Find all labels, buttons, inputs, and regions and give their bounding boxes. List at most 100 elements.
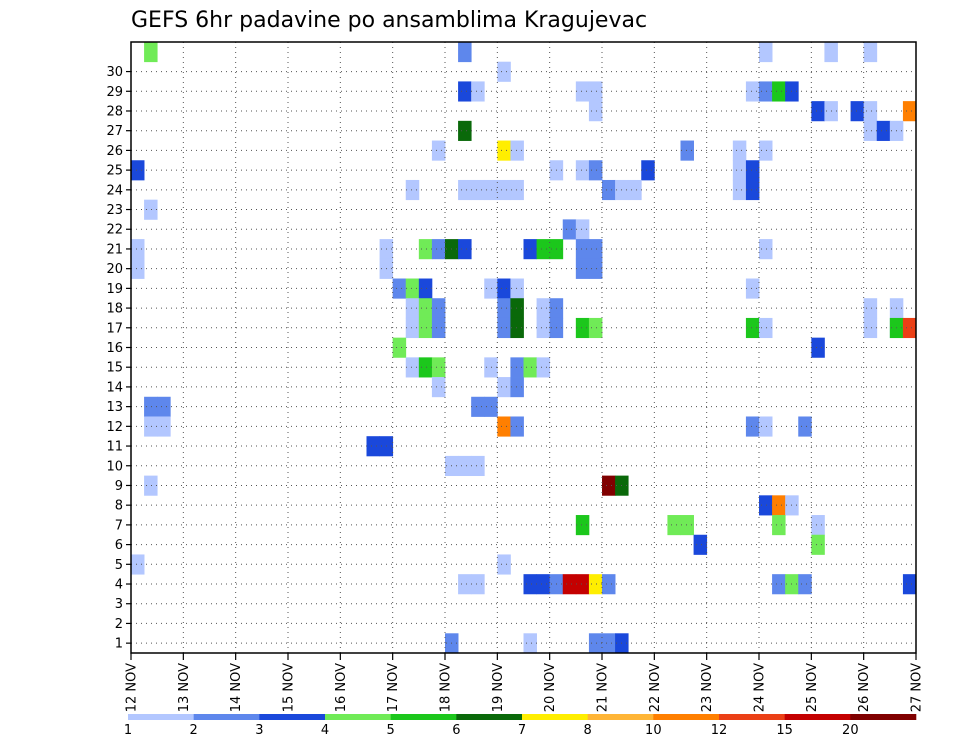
colorbar-swatch xyxy=(325,714,391,720)
precip-cell xyxy=(497,298,511,319)
colorbar-swatch xyxy=(259,714,326,720)
precip-cell xyxy=(471,179,485,201)
y-tick-label: 4 xyxy=(115,578,123,593)
x-tick-label: 25 NOV xyxy=(805,663,820,712)
y-tick-label: 18 xyxy=(106,302,123,317)
precip-cell xyxy=(602,179,616,201)
precip-cell xyxy=(902,101,917,122)
precip-cell xyxy=(641,160,655,181)
precip-cell xyxy=(497,140,511,161)
precip-cell xyxy=(536,239,551,260)
precip-cell xyxy=(850,101,865,122)
precip-cell xyxy=(497,278,511,299)
y-tick-label: 23 xyxy=(106,203,123,218)
precip-cell xyxy=(588,574,603,595)
precip-cell xyxy=(680,140,694,161)
precip-cell xyxy=(902,574,917,595)
precip-cell xyxy=(772,574,786,595)
precip-cell xyxy=(536,574,551,595)
x-tick-label: 24 NOV xyxy=(753,663,768,712)
x-tick-label: 17 NOV xyxy=(386,663,401,712)
y-tick-label: 13 xyxy=(106,400,123,415)
precip-cell xyxy=(131,258,145,279)
precip-cell xyxy=(562,574,577,595)
precip-cell xyxy=(366,436,380,457)
colorbar-swatch xyxy=(522,714,588,720)
colorbar-label: 5 xyxy=(387,723,395,738)
precip-cell xyxy=(458,455,472,477)
precip-cell xyxy=(863,42,878,63)
colorbar-label: 10 xyxy=(645,723,662,738)
colorbar-swatch xyxy=(128,714,194,720)
precip-cell xyxy=(157,416,171,437)
precip-cell xyxy=(575,258,590,279)
precip-cell xyxy=(562,219,577,240)
precip-cell xyxy=(131,554,145,575)
precip-cell xyxy=(811,515,825,536)
precip-cell xyxy=(863,317,878,339)
x-tick-label: 15 NOV xyxy=(282,663,297,712)
precip-cell xyxy=(405,278,420,299)
precip-cell xyxy=(667,515,681,536)
precip-cell xyxy=(458,120,472,141)
colorbar-swatch xyxy=(850,714,917,720)
y-tick-label: 6 xyxy=(115,538,123,553)
precip-cell xyxy=(536,317,551,339)
precip-cell xyxy=(405,357,420,378)
precip-cell xyxy=(575,317,590,339)
precip-cell xyxy=(759,317,773,339)
precip-cell xyxy=(575,81,590,102)
y-tick-label: 29 xyxy=(106,85,123,100)
colorbar-swatch xyxy=(193,714,260,720)
precip-cell xyxy=(510,298,524,319)
precip-cell xyxy=(497,61,511,82)
precip-cell xyxy=(745,160,760,181)
precip-cell xyxy=(497,377,511,398)
precip-cell xyxy=(876,120,891,141)
y-tick-label: 9 xyxy=(115,479,123,494)
precip-cell xyxy=(628,179,642,201)
precip-cell xyxy=(772,81,786,102)
y-tick-label: 17 xyxy=(106,321,123,336)
y-tick-label: 27 xyxy=(106,124,123,139)
x-tick-label: 18 NOV xyxy=(439,663,454,712)
precip-cell xyxy=(458,42,472,63)
y-tick-label: 1 xyxy=(115,637,123,652)
precip-cell xyxy=(458,574,472,595)
x-tick-label: 16 NOV xyxy=(334,663,349,712)
precip-cell xyxy=(759,416,773,437)
precip-cell xyxy=(405,317,420,339)
dotted-grid xyxy=(131,42,916,653)
precip-cell xyxy=(484,278,498,299)
chart-title: GEFS 6hr padavine po ansamblima Kragujev… xyxy=(131,8,647,33)
precip-cell xyxy=(144,475,158,496)
precip-cell xyxy=(144,199,158,220)
y-axis-ticks: 1234567891011121314151617181920212223242… xyxy=(106,65,131,652)
precip-cell xyxy=(602,574,616,595)
precip-cell xyxy=(484,396,498,417)
precip-cell xyxy=(745,179,760,201)
precip-cell xyxy=(523,574,537,595)
precip-cell xyxy=(418,278,433,299)
precip-cell xyxy=(588,81,603,102)
precip-cell xyxy=(431,357,446,378)
precip-cell xyxy=(811,101,825,122)
precip-cell xyxy=(745,416,760,437)
precip-cell xyxy=(693,534,708,555)
precip-cell xyxy=(745,317,760,339)
x-tick-label: 23 NOV xyxy=(700,663,715,712)
precip-cells xyxy=(131,42,917,654)
precip-cell xyxy=(759,140,773,161)
precip-cell xyxy=(431,298,446,319)
precip-cell xyxy=(575,574,590,595)
precip-cell xyxy=(510,357,524,378)
x-tick-label: 21 NOV xyxy=(596,663,611,712)
precip-cell xyxy=(575,239,590,260)
x-tick-label: 22 NOV xyxy=(648,663,663,712)
colorbar-label: 6 xyxy=(452,723,460,738)
colorbar-label: 20 xyxy=(842,723,859,738)
precip-cell xyxy=(471,574,485,595)
precip-cell xyxy=(418,239,433,260)
colorbar-swatch xyxy=(390,714,457,720)
y-tick-label: 26 xyxy=(106,144,123,159)
